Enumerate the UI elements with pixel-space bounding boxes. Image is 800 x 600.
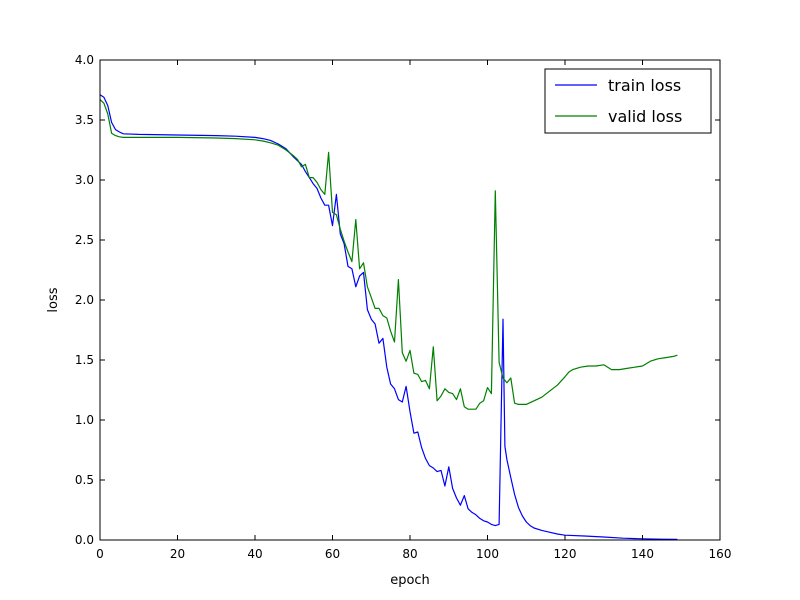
legend-box (544, 68, 712, 134)
x-tick-label: 60 (325, 547, 340, 561)
y-tick-label: 4.0 (75, 53, 94, 67)
y-tick-label: 1.0 (75, 413, 94, 427)
series-lines (99, 94, 678, 540)
x-tick-label: 40 (247, 547, 262, 561)
legend-entry-train-loss: train loss (608, 76, 681, 95)
y-tick-label: 2.0 (75, 293, 94, 307)
x-axis-label: epoch (390, 573, 430, 588)
x-tick-label: 160 (709, 547, 732, 561)
y-tick-label: 2.5 (75, 233, 94, 247)
legend-entry-valid-loss: valid loss (608, 107, 682, 126)
series-line-valid-loss (99, 99, 678, 410)
y-tick-label: 0.5 (75, 473, 94, 487)
axis-ticks: 0 20 40 60 80 100 120 140 160 0.0 0.5 1.0 1.5 2.0 2.5 3… (75, 53, 732, 561)
x-tick-label: 80 (402, 547, 417, 561)
series-line-train-loss (99, 94, 678, 540)
y-tick-label: 1.5 (75, 353, 94, 367)
y-axis-label: loss (46, 287, 61, 312)
legend: train loss valid loss (544, 68, 712, 134)
y-tick-label: 3.5 (75, 113, 94, 127)
x-tick-label: 20 (170, 547, 185, 561)
y-tick-label: 0.0 (75, 533, 94, 547)
y-tick-label: 3.0 (75, 173, 94, 187)
x-tick-label: 100 (476, 547, 499, 561)
plot-area (100, 60, 720, 540)
x-tick-label: 120 (554, 547, 577, 561)
x-tick-label: 140 (631, 547, 654, 561)
x-tick-label: 0 (96, 547, 104, 561)
